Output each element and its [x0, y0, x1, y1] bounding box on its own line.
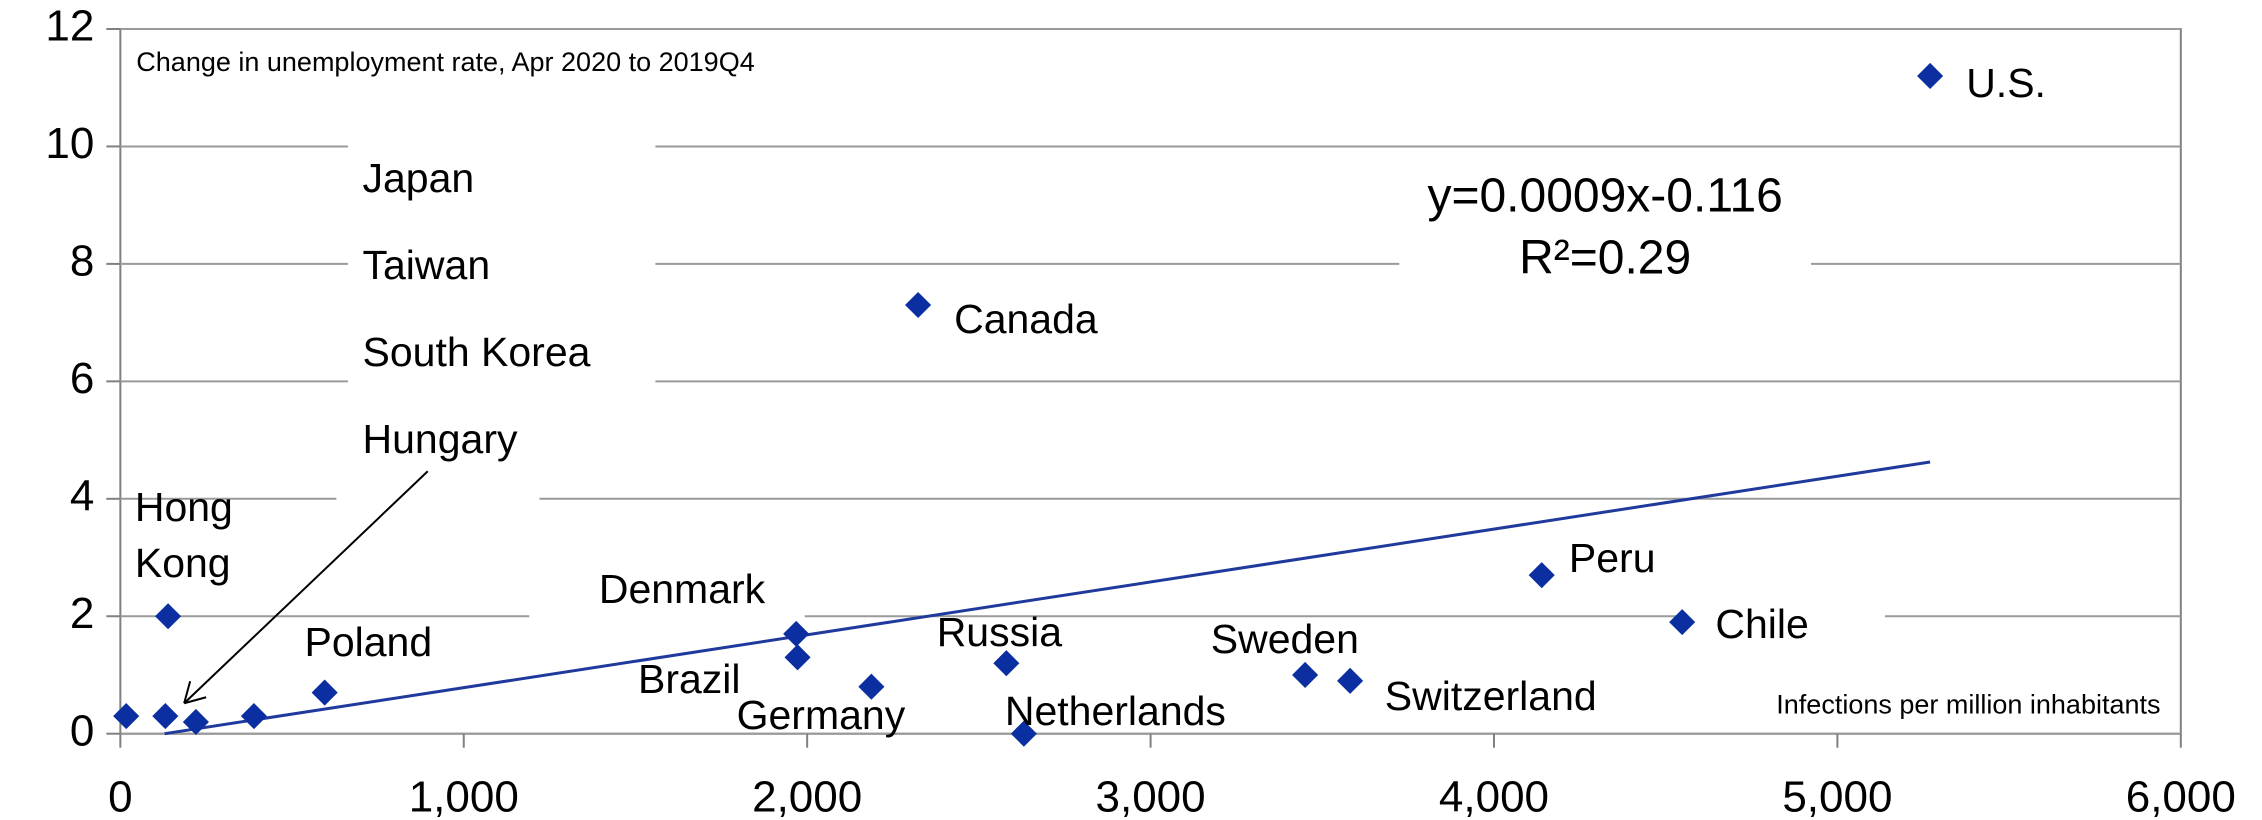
y-tick-label: 12	[45, 2, 94, 51]
trendline	[164, 460, 1931, 736]
trendline-r2: R²=0.29	[1519, 232, 1691, 285]
y-tick-label: 6	[70, 354, 94, 403]
point	[182, 708, 209, 736]
point	[783, 620, 810, 647]
x-tick-label: 5,000	[1782, 772, 1892, 820]
x-tick-label: 3,000	[1096, 772, 1206, 820]
point-label: Denmark	[598, 565, 766, 612]
point	[113, 703, 140, 730]
y-tick-label: 10	[45, 119, 94, 168]
annotation-bg	[348, 145, 656, 389]
point	[993, 650, 1020, 677]
annotation-label: Hungary	[362, 416, 518, 463]
point-label: Canada	[954, 296, 1098, 342]
x-tick-label: 6,000	[2126, 772, 2236, 820]
point	[1528, 562, 1555, 589]
label-bg	[529, 597, 805, 627]
point-label: U.S.	[1966, 59, 2046, 106]
point-label: Switzerland	[1384, 673, 1597, 719]
point-label: Brazil	[638, 655, 741, 702]
x-tick-label: 0	[108, 772, 132, 820]
point-label: Poland	[304, 619, 433, 666]
point-label: Peru	[1568, 535, 1656, 582]
arrow	[183, 470, 429, 704]
point	[905, 291, 932, 319]
point	[311, 679, 338, 706]
point	[240, 703, 267, 730]
x-tick-label: 2,000	[752, 772, 862, 820]
point	[1669, 609, 1696, 636]
point-label: Germany	[736, 691, 906, 738]
arrow-head	[183, 680, 207, 705]
point	[1292, 661, 1319, 689]
point	[1337, 667, 1364, 694]
annotation-label: Taiwan	[362, 242, 491, 289]
equation-bg	[1399, 162, 1812, 290]
point-label: Netherlands	[1004, 687, 1226, 734]
x-axis-label: Infections per million inhabitants	[1776, 689, 2160, 719]
y-axis-label: Change in unemployment rate, Apr 2020 to…	[136, 47, 754, 77]
point-label: Chile	[1715, 600, 1809, 647]
label-bg	[336, 478, 540, 520]
point	[1010, 720, 1037, 747]
x-tick-label: 4,000	[1439, 772, 1549, 820]
y-tick-label: 0	[70, 706, 94, 755]
point	[1917, 62, 1944, 90]
label-bg	[1682, 601, 1885, 634]
trendline-equation: y=0.0009x-0.116	[1427, 169, 1782, 222]
annotation-label: South Korea	[362, 329, 591, 376]
x-tick-label: 1,000	[409, 772, 519, 820]
point	[152, 703, 179, 730]
point-label: Hong Kong	[134, 484, 233, 587]
point	[858, 673, 885, 700]
y-tick-label: 8	[70, 237, 94, 286]
point	[155, 603, 182, 630]
point-label: Russia	[936, 609, 1063, 656]
y-tick-label: 2	[70, 589, 94, 638]
point-label: Sweden	[1210, 616, 1359, 663]
point	[784, 644, 811, 671]
y-tick-label: 4	[70, 471, 94, 520]
annotation-label: Japan	[362, 155, 475, 202]
